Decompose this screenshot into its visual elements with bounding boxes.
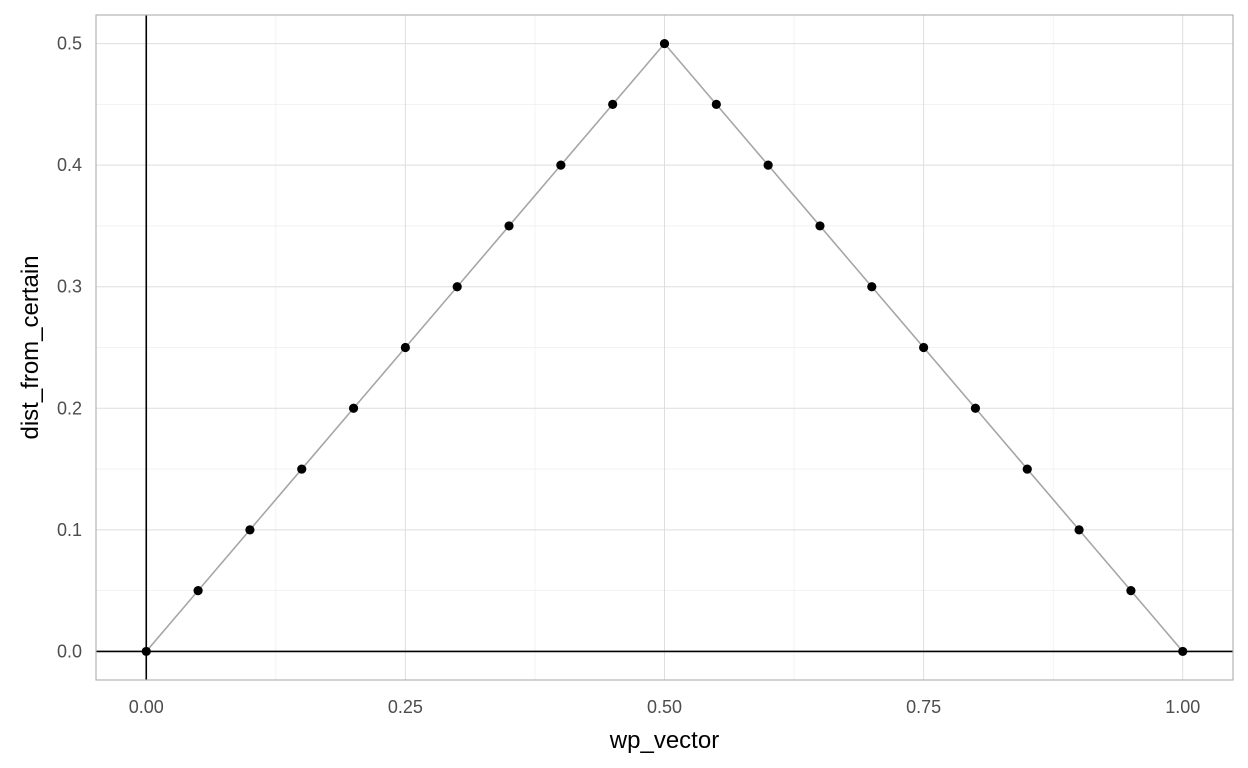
panel-border [95, 14, 1234, 681]
y-axis-title: dist_from_certain [17, 255, 44, 439]
data-point [1022, 464, 1032, 474]
data-point [763, 160, 773, 170]
y-tick-label: 0.0 [57, 641, 82, 661]
x-tick-label: 0.00 [129, 697, 164, 717]
y-tick-label: 0.1 [57, 520, 82, 540]
data-point [608, 99, 618, 109]
data-point [504, 221, 514, 231]
x-axis-tick-labels: 0.00 0.25 0.50 0.75 1.00 [129, 697, 1201, 717]
data-point [970, 403, 981, 413]
data-point [1178, 646, 1188, 657]
data-point [919, 342, 929, 353]
data-point [193, 586, 203, 596]
data-point [348, 403, 359, 413]
data-point [711, 99, 721, 109]
data-point [659, 38, 670, 49]
reference-lines [96, 15, 1233, 680]
data-point [452, 282, 462, 292]
y-tick-label: 0.5 [57, 34, 82, 54]
data-point [556, 160, 566, 170]
data-point [1126, 586, 1136, 596]
x-tick-label: 0.50 [647, 697, 682, 717]
data-point [141, 646, 151, 657]
data-point [400, 342, 410, 353]
y-tick-label: 0.4 [57, 155, 82, 175]
y-axis-tick-labels: 0.0 0.1 0.2 0.3 0.4 0.5 [57, 34, 82, 662]
x-tick-label: 0.25 [388, 697, 423, 717]
data-point [1074, 525, 1084, 535]
x-tick-label: 1.00 [1165, 697, 1200, 717]
data-point [815, 221, 825, 231]
x-tick-label: 0.75 [906, 697, 941, 717]
data-point [245, 525, 255, 535]
y-tick-label: 0.2 [57, 398, 82, 418]
data-points [141, 38, 1188, 657]
x-axis-title: wp_vector [609, 727, 719, 754]
data-point [867, 282, 877, 292]
data-point [297, 464, 307, 474]
y-tick-label: 0.3 [57, 277, 82, 297]
